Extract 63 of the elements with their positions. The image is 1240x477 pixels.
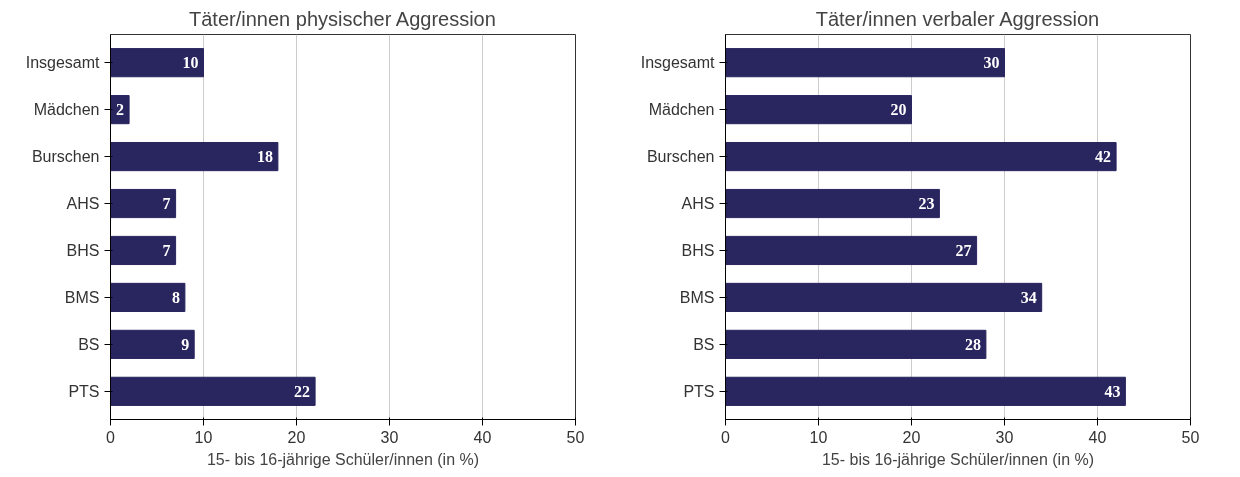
x-tick-label: 50 xyxy=(566,428,585,446)
data-label: 10 xyxy=(182,54,199,72)
y-tick-label: Insgesamt xyxy=(25,54,101,72)
data-label: 18 xyxy=(256,148,273,166)
data-label: 8 xyxy=(171,288,180,306)
y-tick-label: PTS xyxy=(683,382,715,400)
bar xyxy=(110,188,177,219)
y-tick-label: Mädchen xyxy=(33,101,100,119)
data-label: 42 xyxy=(1095,148,1112,166)
bar xyxy=(725,282,1043,313)
y-tick-label: Mädchen xyxy=(648,101,715,119)
x-tick-label: 50 xyxy=(1181,428,1200,446)
bar xyxy=(725,95,912,125)
y-tick-label: BS xyxy=(78,335,100,353)
bar xyxy=(725,48,1005,78)
bar xyxy=(110,235,177,266)
y-tick-label: PTS xyxy=(68,382,100,400)
bar xyxy=(725,188,940,219)
bar xyxy=(110,141,279,172)
y-tick-label: BS xyxy=(693,335,715,353)
bar xyxy=(110,282,186,313)
data-label: 20 xyxy=(890,101,907,119)
data-label: 28 xyxy=(964,335,981,353)
data-label: 43 xyxy=(1104,382,1121,400)
x-axis-title: 15- bis 16-jährige Schüler/innen (in %) xyxy=(206,450,480,468)
bar xyxy=(725,376,1126,406)
x-tick-label: 40 xyxy=(1088,428,1107,446)
bar xyxy=(110,48,204,78)
bar xyxy=(725,235,978,266)
data-label: 23 xyxy=(918,195,935,213)
x-tick-label: 40 xyxy=(473,428,492,446)
bar xyxy=(725,141,1117,172)
x-axis-title: 15- bis 16-jährige Schüler/innen (in %) xyxy=(821,450,1095,468)
x-tick-label: 20 xyxy=(902,428,921,446)
x-tick-label: 20 xyxy=(287,428,306,446)
y-tick-label: Insgesamt xyxy=(640,54,716,72)
x-tick-label: 30 xyxy=(995,428,1014,446)
chart-title: Täter/innen physischer Aggression xyxy=(189,7,496,30)
data-label: 2 xyxy=(116,101,125,119)
bar xyxy=(725,329,987,359)
bar xyxy=(110,376,316,406)
data-label: 22 xyxy=(294,382,311,400)
data-label: 27 xyxy=(955,241,972,259)
y-tick-label: Burschen xyxy=(31,148,100,166)
x-tick-label: 0 xyxy=(106,428,116,446)
y-tick-label: BMS xyxy=(64,288,100,306)
y-tick-label: BHS xyxy=(66,241,100,259)
x-tick-label: 10 xyxy=(809,428,828,446)
chart-title: Täter/innen verbaler Aggression xyxy=(815,7,1100,30)
data-label: 7 xyxy=(162,241,171,259)
data-label: 34 xyxy=(1020,288,1037,306)
y-tick-label: AHS xyxy=(681,195,715,213)
data-label: 30 xyxy=(983,54,1000,72)
x-tick-label: 0 xyxy=(721,428,731,446)
y-tick-label: BHS xyxy=(681,241,715,259)
bar xyxy=(110,329,195,359)
x-tick-label: 10 xyxy=(194,428,213,446)
data-label: 7 xyxy=(162,195,171,213)
y-tick-label: BMS xyxy=(679,288,715,306)
data-label: 9 xyxy=(181,335,190,353)
y-tick-label: Burschen xyxy=(646,148,715,166)
y-tick-label: AHS xyxy=(66,195,100,213)
x-tick-label: 30 xyxy=(380,428,399,446)
